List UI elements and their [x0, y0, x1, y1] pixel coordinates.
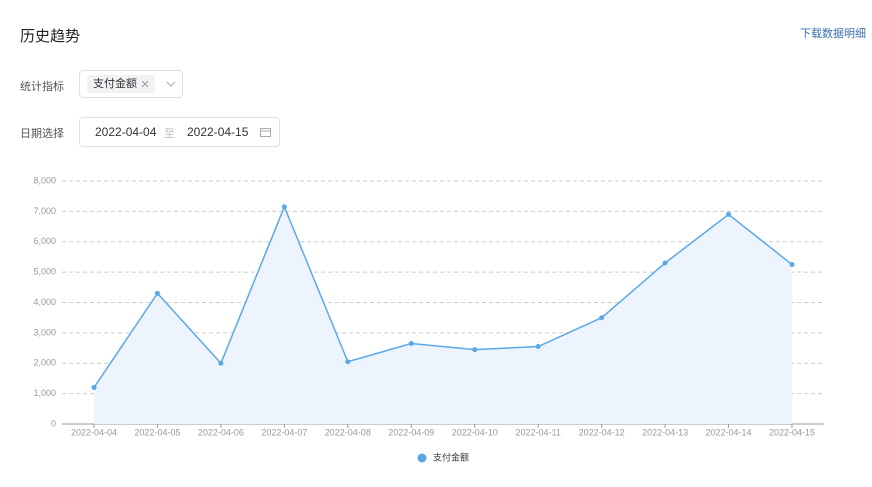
point	[599, 315, 605, 321]
y-tick-label: 0	[51, 418, 56, 428]
point	[281, 204, 287, 210]
calendar-icon	[260, 128, 271, 137]
metric-label: 统计指标	[20, 81, 64, 93]
point	[91, 385, 97, 391]
point	[726, 211, 732, 217]
x-tick-label: 2022-04-08	[325, 427, 371, 437]
point	[789, 262, 795, 268]
date-label: 日期选择	[20, 128, 64, 140]
y-tick-label: 8,000	[33, 175, 56, 185]
y-tick-label: 6,000	[33, 236, 56, 246]
metric-tag-text: 支付金额	[93, 78, 137, 90]
point	[662, 260, 668, 266]
date-picker[interactable]: 2022-04-04 至 2022-04-15	[79, 117, 280, 147]
point	[345, 359, 351, 365]
point	[472, 347, 478, 353]
point	[154, 290, 160, 296]
y-tick-label: 7,000	[33, 206, 56, 216]
x-tick-label: 2022-04-04	[71, 427, 117, 437]
page-title: 历史趋势	[20, 28, 81, 45]
y-tick-label: 3,000	[33, 327, 56, 337]
x-tick-label: 2022-04-15	[769, 427, 815, 437]
metric-select[interactable]: 支付金额	[79, 70, 183, 98]
y-tick-label: 2,000	[33, 358, 56, 368]
area	[94, 206, 792, 424]
date-separator: 至	[164, 128, 175, 140]
x-tick-label: 2022-04-14	[706, 427, 752, 437]
x-tick-label: 2022-04-10	[452, 427, 498, 437]
tag-close-icon[interactable]	[141, 80, 149, 88]
x-tick-label: 2022-04-11	[515, 427, 560, 437]
legend-label: 支付金额	[433, 451, 469, 462]
y-tick-label: 5,000	[33, 267, 56, 277]
y-tick-label: 4,000	[33, 297, 56, 307]
date-end: 2022-04-15	[187, 125, 249, 139]
x-tick-label: 2022-04-07	[261, 427, 307, 437]
line	[93, 204, 793, 388]
point	[218, 360, 224, 366]
point	[408, 341, 414, 347]
download-link[interactable]: 下载数据明细	[800, 28, 866, 40]
point	[535, 344, 541, 350]
x-tick-label: 2022-04-13	[642, 427, 688, 437]
chevron-icon	[166, 81, 176, 87]
x-tick-label: 2022-04-12	[579, 427, 625, 437]
metric-tag: 支付金额	[87, 75, 155, 93]
y-tick-label: 1,000	[33, 388, 56, 398]
x-tick-label: 2022-04-05	[134, 427, 180, 437]
x-tick-label: 2022-04-06	[198, 427, 244, 437]
date-start: 2022-04-04	[95, 125, 157, 139]
legend-marker	[417, 453, 427, 463]
x-tick-label: 2022-04-09	[388, 427, 434, 437]
